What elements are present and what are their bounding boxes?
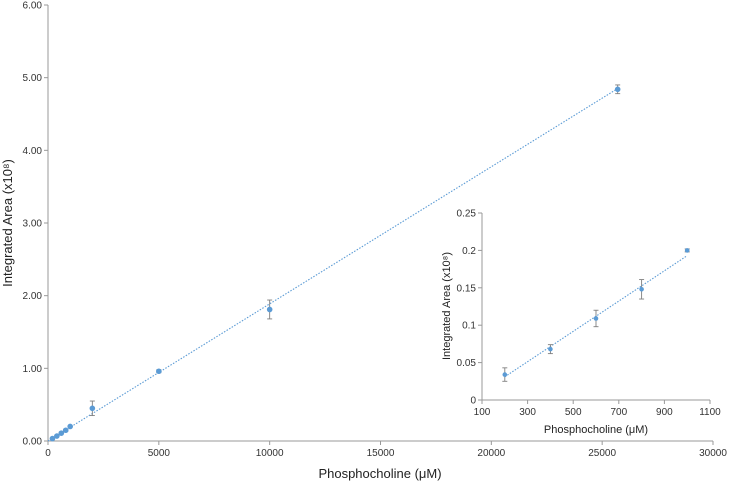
inset-point-marker — [639, 286, 644, 292]
main-point-marker — [49, 435, 56, 442]
main-data-point — [54, 433, 60, 439]
inset-data-point — [547, 344, 553, 355]
main-y-tick-label: 0.00 — [23, 437, 43, 448]
main-y-tick-label: 1.00 — [23, 364, 43, 375]
main-y-tick-label: 2.00 — [23, 291, 43, 302]
inset-x-tick-label: 900 — [656, 407, 673, 418]
main-point-marker — [89, 405, 96, 412]
main-x-tick-label: 30000 — [699, 448, 727, 459]
main-trendline — [47, 88, 618, 442]
inset-x-tick-label: 1100 — [699, 407, 721, 418]
main-x-tick-label: 15000 — [367, 448, 395, 459]
inset-point-marker — [548, 346, 553, 352]
inset-y-axis-title: Integrated Area (x10⁸) — [441, 252, 453, 360]
main-y-tick-label: 6.00 — [23, 1, 43, 12]
main-x-tick-label: 5000 — [148, 448, 171, 459]
inset-data-point — [684, 248, 690, 253]
inset-y-tick-label: 0.25 — [457, 209, 477, 220]
main-x-tick-label: 20000 — [477, 448, 505, 459]
inset-point-marker — [502, 372, 508, 377]
main-data-point — [67, 423, 73, 430]
main-x-ticks: 0 5000 10000 15000 20000 25000 30000 — [45, 441, 727, 459]
inset-y-tick-label: 0.1 — [462, 321, 476, 332]
main-point-marker — [62, 427, 69, 434]
main-chart: 0 5000 10000 15000 20000 25000 30000 0.001.002… — [0, 1, 727, 482]
inset-y-tick-label: 0.15 — [457, 283, 477, 294]
inset-points — [502, 248, 690, 382]
main-point-marker — [156, 368, 162, 375]
main-point-marker — [266, 306, 273, 313]
inset-x-axis-title: Phosphocholine (μM) — [544, 424, 648, 436]
main-x-axis-title: Phosphocholine (μM) — [318, 466, 441, 481]
main-data-point — [156, 368, 162, 375]
main-x-tick-label: 0 — [45, 448, 51, 459]
inset-x-tick-label: 300 — [519, 407, 536, 418]
main-x-tick-label: 25000 — [588, 448, 616, 459]
inset-data-point — [593, 309, 599, 328]
inset-y-tick-label: 0 — [470, 396, 476, 407]
main-data-point — [62, 427, 69, 434]
inset-y-tick-label: 0.05 — [457, 358, 477, 369]
inset-data-point — [502, 367, 508, 382]
inset-y-tick-label: 0.2 — [462, 246, 476, 257]
inset-x-ticks: 100 300 500 700 900 1100 — [474, 400, 721, 418]
inset-chart: 100 300 500 700 900 1100 00.050.10.150.20.25 … — [441, 209, 721, 437]
main-trendline-path — [47, 88, 618, 442]
main-y-tick-label: 5.00 — [23, 73, 43, 84]
inset-y-ticks: 0 0.05 0.1 0.15 0.2 0.25 — [457, 209, 482, 407]
main-y-ticks: 0.00 1.00 2.00 3.00 4.00 5.00 6.00 — [23, 1, 48, 448]
main-point-marker — [54, 433, 60, 439]
inset-point-marker — [593, 316, 599, 321]
inset-point-marker — [684, 248, 690, 253]
inset-x-tick-label: 100 — [474, 407, 491, 418]
main-data-point — [58, 430, 65, 436]
inset-x-tick-label: 500 — [565, 407, 582, 418]
main-y-tick-label: 4.00 — [23, 146, 43, 157]
main-data-point — [89, 400, 96, 417]
main-y-axis-title: Integrated Area (x10⁸) — [0, 159, 15, 287]
main-point-marker — [67, 423, 73, 430]
main-point-marker — [614, 86, 621, 93]
main-data-point — [49, 435, 56, 442]
main-x-tick-label: 10000 — [256, 448, 284, 459]
main-y-tick-label: 3.00 — [23, 219, 43, 230]
main-points — [49, 84, 621, 442]
main-point-marker — [58, 430, 65, 436]
inset-data-point — [639, 279, 645, 300]
main-data-point — [614, 84, 621, 95]
main-data-point — [266, 299, 273, 320]
inset-x-tick-label: 700 — [610, 407, 627, 418]
